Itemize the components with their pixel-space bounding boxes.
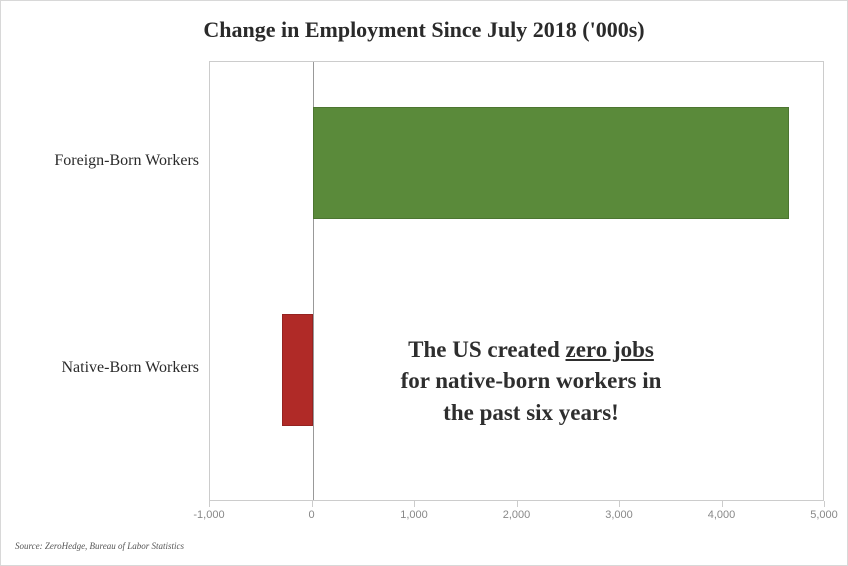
x-tick — [619, 501, 620, 507]
x-tick-label: 1,000 — [400, 509, 428, 521]
x-tick — [517, 501, 518, 507]
x-tick-label: 5,000 — [810, 509, 838, 521]
x-tick-label: -1,000 — [193, 509, 224, 521]
annotation-line2: for native-born workers in — [401, 368, 662, 393]
employment-chart: Change in Employment Since July 2018 ('0… — [0, 0, 848, 566]
x-tick — [209, 501, 210, 507]
x-tick — [414, 501, 415, 507]
annotation-line3: the past six years! — [443, 400, 619, 425]
x-tick — [312, 501, 313, 507]
category-label-native-born: Native-Born Workers — [11, 359, 199, 377]
annotation-line1-underline: zero jobs — [566, 337, 654, 362]
x-tick — [722, 501, 723, 507]
x-tick-label: 3,000 — [605, 509, 633, 521]
chart-title: Change in Employment Since July 2018 ('0… — [1, 17, 847, 43]
source-credit: Source: ZeroHedge, Bureau of Labor Stati… — [15, 541, 184, 551]
bar-foreign-born — [313, 107, 790, 219]
plot-area — [209, 61, 824, 501]
x-tick-label: 0 — [308, 509, 314, 521]
annotation-line1-pre: The US created — [408, 337, 565, 362]
bar-native-born — [282, 314, 313, 426]
x-tick — [824, 501, 825, 507]
x-tick-label: 4,000 — [708, 509, 736, 521]
annotation-callout: The US created zero jobs for native-born… — [341, 334, 721, 427]
x-tick-label: 2,000 — [503, 509, 531, 521]
category-label-foreign-born: Foreign-Born Workers — [11, 152, 199, 170]
